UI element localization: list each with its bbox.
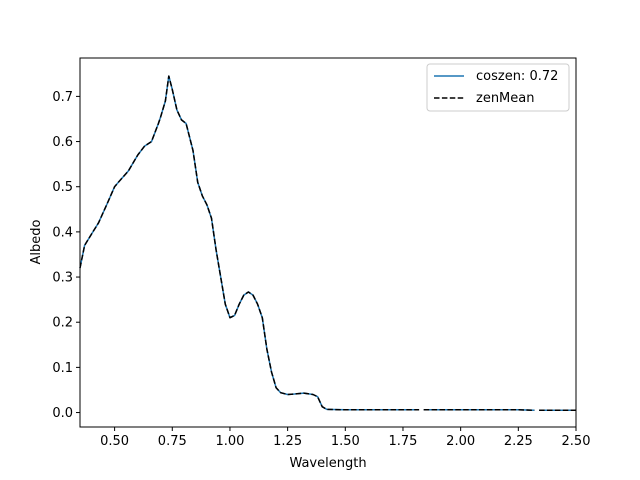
y-axis-label: Albedo — [29, 219, 44, 264]
x-tick-label: 1.75 — [389, 434, 418, 449]
y-tick-label: 0.5 — [52, 180, 73, 195]
series-line-zenmean — [79, 75, 420, 411]
y-tick-label: 0.0 — [52, 406, 73, 421]
x-axis-label: Wavelength — [289, 456, 366, 471]
x-tick-label: 1.25 — [273, 434, 302, 449]
x-tick-label: 2.25 — [504, 434, 533, 449]
x-tick-label: 1.50 — [331, 434, 360, 449]
x-tick-label: 1.00 — [215, 434, 244, 449]
y-tick-label: 0.6 — [52, 135, 73, 150]
y-tick-label: 0.1 — [52, 361, 73, 376]
legend-label-zenmean: zenMean — [476, 91, 534, 106]
y-tick-label: 0.7 — [52, 90, 73, 105]
legend-label-coszen: coszen: 0.72 — [476, 69, 558, 84]
series-line-coszen — [79, 75, 420, 411]
legend: coszen: 0.72 zenMean — [426, 63, 570, 112]
y-tick-label: 0.3 — [52, 271, 73, 286]
x-tick-label: 0.50 — [100, 434, 129, 449]
series-layer — [79, 75, 576, 412]
y-tick-label: 0.4 — [52, 225, 73, 240]
y-tick-label: 0.2 — [52, 316, 73, 331]
plot-frame — [79, 57, 577, 428]
x-tick-label: 2.50 — [562, 434, 591, 449]
x-tick-label: 2.00 — [446, 434, 475, 449]
x-axis: 0.50 0.75 1.00 1.25 1.50 1.75 2.00 2.25 2.50 — [100, 427, 590, 449]
x-tick-label: 0.75 — [158, 434, 187, 449]
series-line-zenmean — [423, 409, 535, 412]
y-axis: 0.0 0.1 0.2 0.3 0.4 0.5 0.6 0.7 — [52, 90, 80, 421]
